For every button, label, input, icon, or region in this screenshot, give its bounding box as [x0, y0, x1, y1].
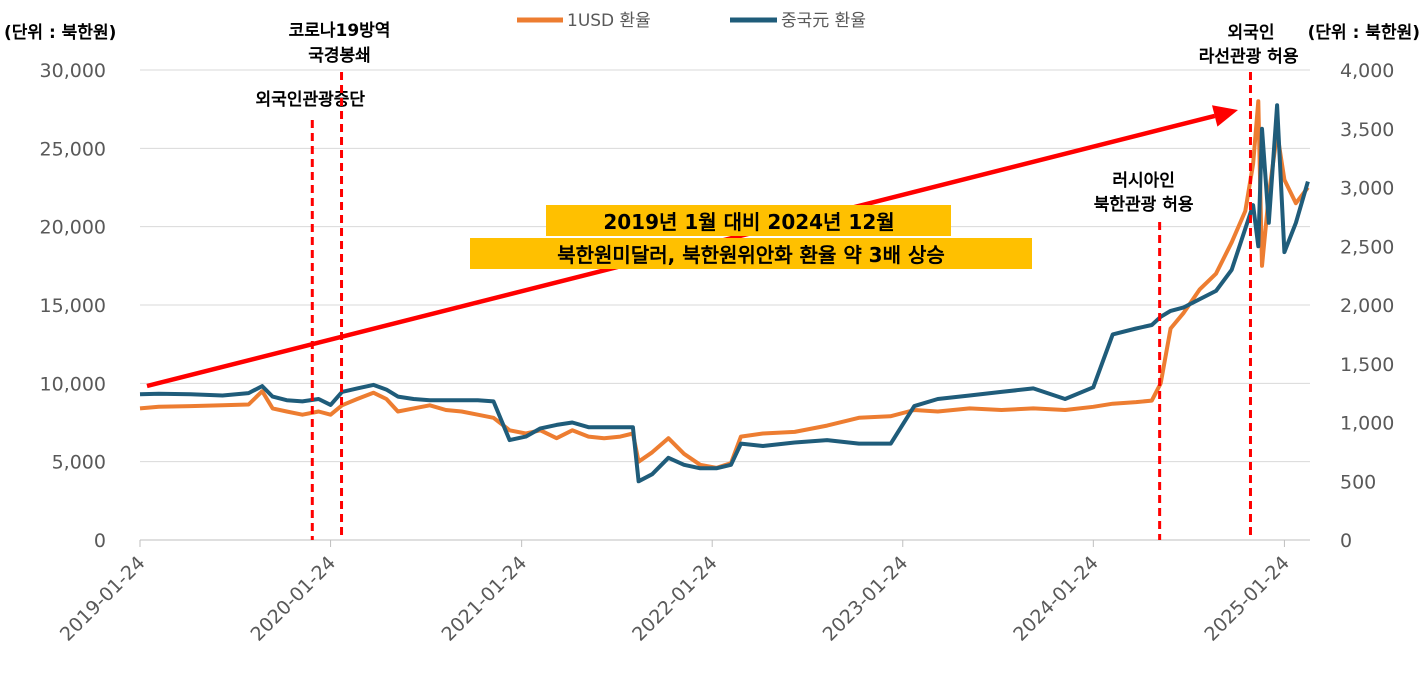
- y-left-tick-label: 25,000: [40, 138, 106, 160]
- y-right-tick-label: 1,000: [1340, 413, 1394, 435]
- y-right-tick-label: 4,000: [1340, 60, 1394, 82]
- series-line: [139, 99, 1310, 470]
- y-left-tick-label: 30,000: [40, 60, 106, 82]
- event-marker-label: 외국인관광중단: [256, 90, 366, 110]
- y-left-tick-label: 5,000: [52, 452, 106, 474]
- left-unit-label: (단위 : 북한원): [4, 23, 116, 43]
- y-right-tick-label: 3,000: [1340, 178, 1394, 200]
- y-left-tick-label: 10,000: [40, 373, 106, 395]
- event-marker-label: 코로나19방역: [289, 21, 391, 41]
- x-tick-label: 2019-01-24: [56, 552, 150, 646]
- legend-usd-label: 1USD 환율: [567, 11, 651, 31]
- y-right-tick-label: 500: [1340, 471, 1376, 493]
- highlight-line1: 2019년 1월 대비 2024년 12월: [603, 210, 894, 234]
- y-right-tick-label: 3,500: [1340, 119, 1394, 141]
- x-tick-label: 2025-01-24: [1200, 552, 1294, 646]
- y-left-tick-label: 20,000: [40, 217, 106, 239]
- series-lines: [139, 99, 1310, 484]
- x-axis-ticks: 2019-01-24 2020-01-24 2021-01-24 2022-01-24…: [56, 540, 1294, 646]
- x-tick-label: 2021-01-24: [438, 552, 532, 646]
- left-axis-ticks: 0 5,000 10,000 15,000 20,000 25,000 30,000: [40, 60, 106, 552]
- x-tick-label: 2024-01-24: [1009, 552, 1103, 646]
- highlight-annotation: 2019년 1월 대비 2024년 12월 북한원미달러, 북한원위안화 환율 …: [470, 205, 1032, 269]
- highlight-bg-line1: [546, 205, 951, 236]
- right-axis-ticks: 0 500 1,000 1,500 2,000 2,500 3,000 3,500 4,000: [1340, 60, 1394, 552]
- highlight-line2: 북한원미달러, 북한원위안화 환율 약 3배 상승: [557, 243, 945, 267]
- x-tick-label: 2020-01-24: [246, 552, 340, 646]
- y-right-tick-label: 2,000: [1340, 295, 1394, 317]
- event-marker-label: 러시아인: [1112, 171, 1175, 191]
- y-right-tick-label: 2,500: [1340, 236, 1394, 258]
- x-tick-label: 2023-01-24: [819, 552, 913, 646]
- grid-lines: [140, 69, 1310, 463]
- y-left-tick-label: 0: [94, 530, 106, 552]
- y-right-tick-label: 1,500: [1340, 354, 1394, 376]
- y-right-tick-label: 0: [1340, 530, 1352, 552]
- x-tick-label: 2022-01-24: [628, 552, 722, 646]
- right-unit-label: (단위 : 북한원): [1308, 23, 1420, 43]
- trend-arrow-head: [1212, 105, 1238, 127]
- y-left-tick-label: 15,000: [40, 295, 106, 317]
- legend-cny-label: 중국元 환율: [781, 11, 866, 31]
- event-marker-label: 외국인: [1228, 23, 1275, 43]
- highlight-bg-line2: [470, 238, 1032, 269]
- series-line: [139, 103, 1310, 484]
- event-marker-label: 라선관광 허용: [1199, 47, 1299, 67]
- legend: 1USD 환율 중국元 환율: [517, 11, 866, 31]
- event-marker-label: 북한관광 허용: [1094, 195, 1194, 215]
- event-marker-label: 국경봉쇄: [308, 46, 371, 66]
